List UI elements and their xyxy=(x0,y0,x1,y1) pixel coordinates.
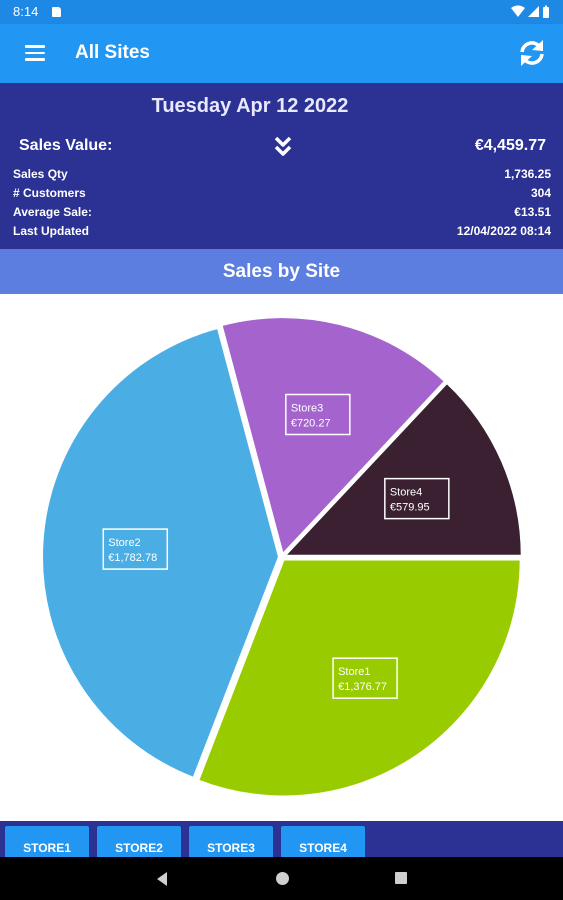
menu-icon[interactable] xyxy=(25,45,45,61)
stat-label-last-updated: Last Updated xyxy=(13,224,90,238)
pie-chart-svg: Store1 €1,376.77 Store2 €1,782.78 Store3 €720… xyxy=(41,316,523,798)
stat-value-sales-qty: 1,736.25 xyxy=(504,167,551,181)
pie-label-store4: Store4 €579.95 xyxy=(384,477,450,520)
pie-label-value: €579.95 xyxy=(390,502,430,514)
app-bar: All Sites xyxy=(0,24,563,83)
stat-label-customers: # Customers xyxy=(13,186,86,200)
tab-store1[interactable]: STORE1 xyxy=(5,826,89,857)
pie-slice-store4[interactable] xyxy=(282,381,523,557)
pie-slice-store1[interactable] xyxy=(196,558,522,798)
wifi-icon xyxy=(511,5,525,17)
stat-label-average-sale: Average Sale: xyxy=(13,205,92,219)
pie-slice-store2[interactable] xyxy=(41,326,281,780)
status-time: 8:14 xyxy=(13,4,39,19)
pie-label-name: Store4 xyxy=(390,487,422,499)
store-tab-bar: STORE1 STORE2 STORE3 STORE4 xyxy=(0,821,563,857)
expand-chevron-icon[interactable] xyxy=(273,134,293,160)
status-icons xyxy=(511,5,551,24)
pie-label-value: €1,376.77 xyxy=(338,681,387,693)
recents-icon[interactable] xyxy=(395,872,407,884)
stat-value-customers: 304 xyxy=(530,186,551,200)
stat-value-last-updated: 12/04/2022 08:14 xyxy=(456,224,551,238)
sales-value-label: Sales Value: xyxy=(19,137,113,154)
pie-label-store1: Store1 €1,376.77 xyxy=(332,657,398,699)
signal-icon xyxy=(528,6,539,17)
pie-label-name: Store2 xyxy=(108,537,140,549)
sales-summary: Tuesday Apr 12 2022 Sales Value: €4,459.… xyxy=(0,83,563,249)
status-bar: 8:14 xyxy=(0,0,563,24)
sales-value: €4,459.77 xyxy=(474,137,546,154)
section-title: Sales by Site xyxy=(0,249,563,294)
stat-label-sales-qty: Sales Qty xyxy=(13,167,68,181)
tab-store3[interactable]: STORE3 xyxy=(189,826,273,857)
pie-label-value: €1,782.78 xyxy=(108,552,157,564)
back-icon[interactable] xyxy=(157,872,167,886)
tab-store2[interactable]: STORE2 xyxy=(97,826,181,857)
pie-label-name: Store1 xyxy=(338,666,370,678)
pie-label-name: Store3 xyxy=(291,402,323,414)
pie-label-store3: Store3 €720.27 xyxy=(285,393,351,436)
battery-icon xyxy=(543,5,549,18)
pie-label-store2: Store2 €1,782.78 xyxy=(102,528,169,570)
refresh-icon[interactable] xyxy=(517,38,547,68)
summary-date: Tuesday Apr 12 2022 xyxy=(151,95,349,117)
sd-card-icon xyxy=(52,7,61,17)
tab-store4[interactable]: STORE4 xyxy=(281,826,365,857)
pie-label-value: €720.27 xyxy=(291,417,331,429)
pie-slice-store3[interactable] xyxy=(220,316,447,557)
page-title: All Sites xyxy=(75,42,150,63)
system-nav-bar xyxy=(0,857,563,900)
pie-chart: Store1 €1,376.77 Store2 €1,782.78 Store3 €720… xyxy=(0,294,563,821)
stat-value-average-sale: €13.51 xyxy=(514,205,551,219)
home-icon[interactable] xyxy=(276,872,289,885)
